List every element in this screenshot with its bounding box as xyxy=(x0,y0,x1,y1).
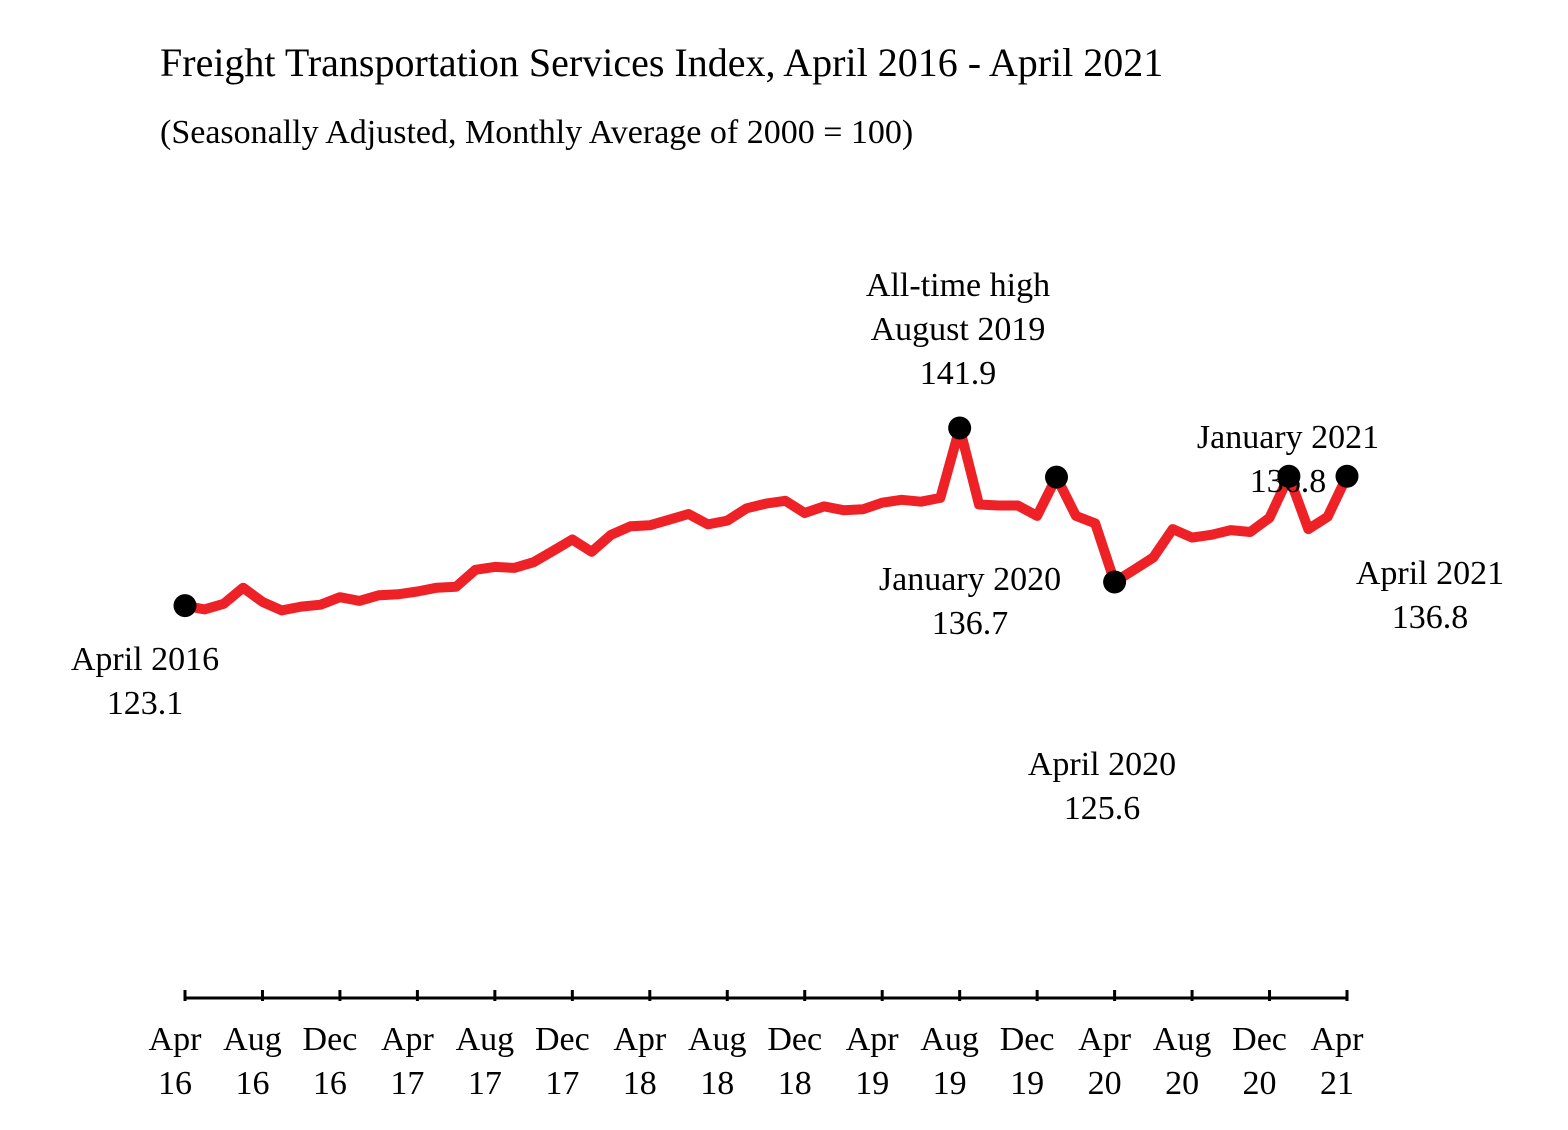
highlight-point xyxy=(948,416,972,440)
x-tick-label: Apr xyxy=(149,1021,203,1058)
plot-area: Apr 16 Aug 16 Dec 16 Apr 17 Aug 17 Dec 17 Apr 18 Aug 18… xyxy=(71,267,1504,1102)
highlight-label: 123.1 xyxy=(107,685,184,722)
x-tick-label: Aug xyxy=(1153,1021,1212,1058)
x-tick-label: 16 xyxy=(158,1065,192,1102)
highlight-label: 125.6 xyxy=(1064,790,1141,827)
highlight-label: 136.7 xyxy=(932,605,1009,642)
x-tick-label: Aug xyxy=(920,1021,979,1058)
x-tick-label: Dec xyxy=(767,1021,822,1058)
highlight-label: January 2021 xyxy=(1197,419,1379,456)
x-tick-label: 18 xyxy=(623,1065,657,1102)
x-tick-label: 17 xyxy=(545,1065,579,1102)
highlight-label: 136.8 xyxy=(1392,599,1469,636)
x-tick-label: 19 xyxy=(1010,1065,1044,1102)
x-tick-label: 19 xyxy=(933,1065,967,1102)
x-tick-label: Apr xyxy=(846,1021,900,1058)
x-tick-label: Apr xyxy=(1311,1021,1365,1058)
highlight-label: 136.8 xyxy=(1250,463,1327,500)
x-tick-label: 21 xyxy=(1320,1065,1354,1102)
x-tick-label: Apr xyxy=(613,1021,667,1058)
highlight-label: April 2020 xyxy=(1028,746,1176,783)
highlight-point xyxy=(1335,464,1359,488)
x-tick-label: Apr xyxy=(1078,1021,1132,1058)
highlight-label: All-time high xyxy=(866,267,1050,304)
x-tick-label: 18 xyxy=(700,1065,734,1102)
x-tick-label: Dec xyxy=(535,1021,590,1058)
highlight-label: April 2016 xyxy=(71,641,219,678)
x-tick-label: 16 xyxy=(235,1065,269,1102)
x-tick-label: 16 xyxy=(313,1065,347,1102)
x-tick-label: 18 xyxy=(778,1065,812,1102)
highlight-point xyxy=(1045,465,1068,489)
x-tick-label: Dec xyxy=(303,1021,358,1058)
x-tick-label: Apr xyxy=(381,1021,435,1058)
x-tick-label: 19 xyxy=(855,1065,889,1102)
chart-subtitle: (Seasonally Adjusted, Monthly Average of… xyxy=(160,114,913,151)
highlight-label: January 2020 xyxy=(879,561,1061,598)
highlight-label: August 2019 xyxy=(871,311,1046,348)
x-tick-label: Aug xyxy=(223,1021,282,1058)
x-tick-label: 20 xyxy=(1165,1065,1199,1102)
chart-title: Freight Transportation Services Index, A… xyxy=(160,40,1163,85)
x-tick-label: Aug xyxy=(688,1021,747,1058)
highlight-point xyxy=(1103,570,1127,594)
x-tick-label: 17 xyxy=(390,1065,424,1102)
x-tick-label: Dec xyxy=(1000,1021,1055,1058)
x-tick-label: Aug xyxy=(456,1021,515,1058)
x-tick-label: 17 xyxy=(468,1065,502,1102)
highlight-label: 141.9 xyxy=(920,355,997,392)
highlight-label: April 2021 xyxy=(1356,555,1504,592)
highlight-point xyxy=(1277,464,1301,488)
x-tick-label: Dec xyxy=(1232,1021,1287,1058)
series-line xyxy=(180,423,1352,616)
highlight-point xyxy=(173,594,197,618)
x-tick-label: 20 xyxy=(1243,1065,1277,1102)
x-tick-label: 20 xyxy=(1088,1065,1122,1102)
